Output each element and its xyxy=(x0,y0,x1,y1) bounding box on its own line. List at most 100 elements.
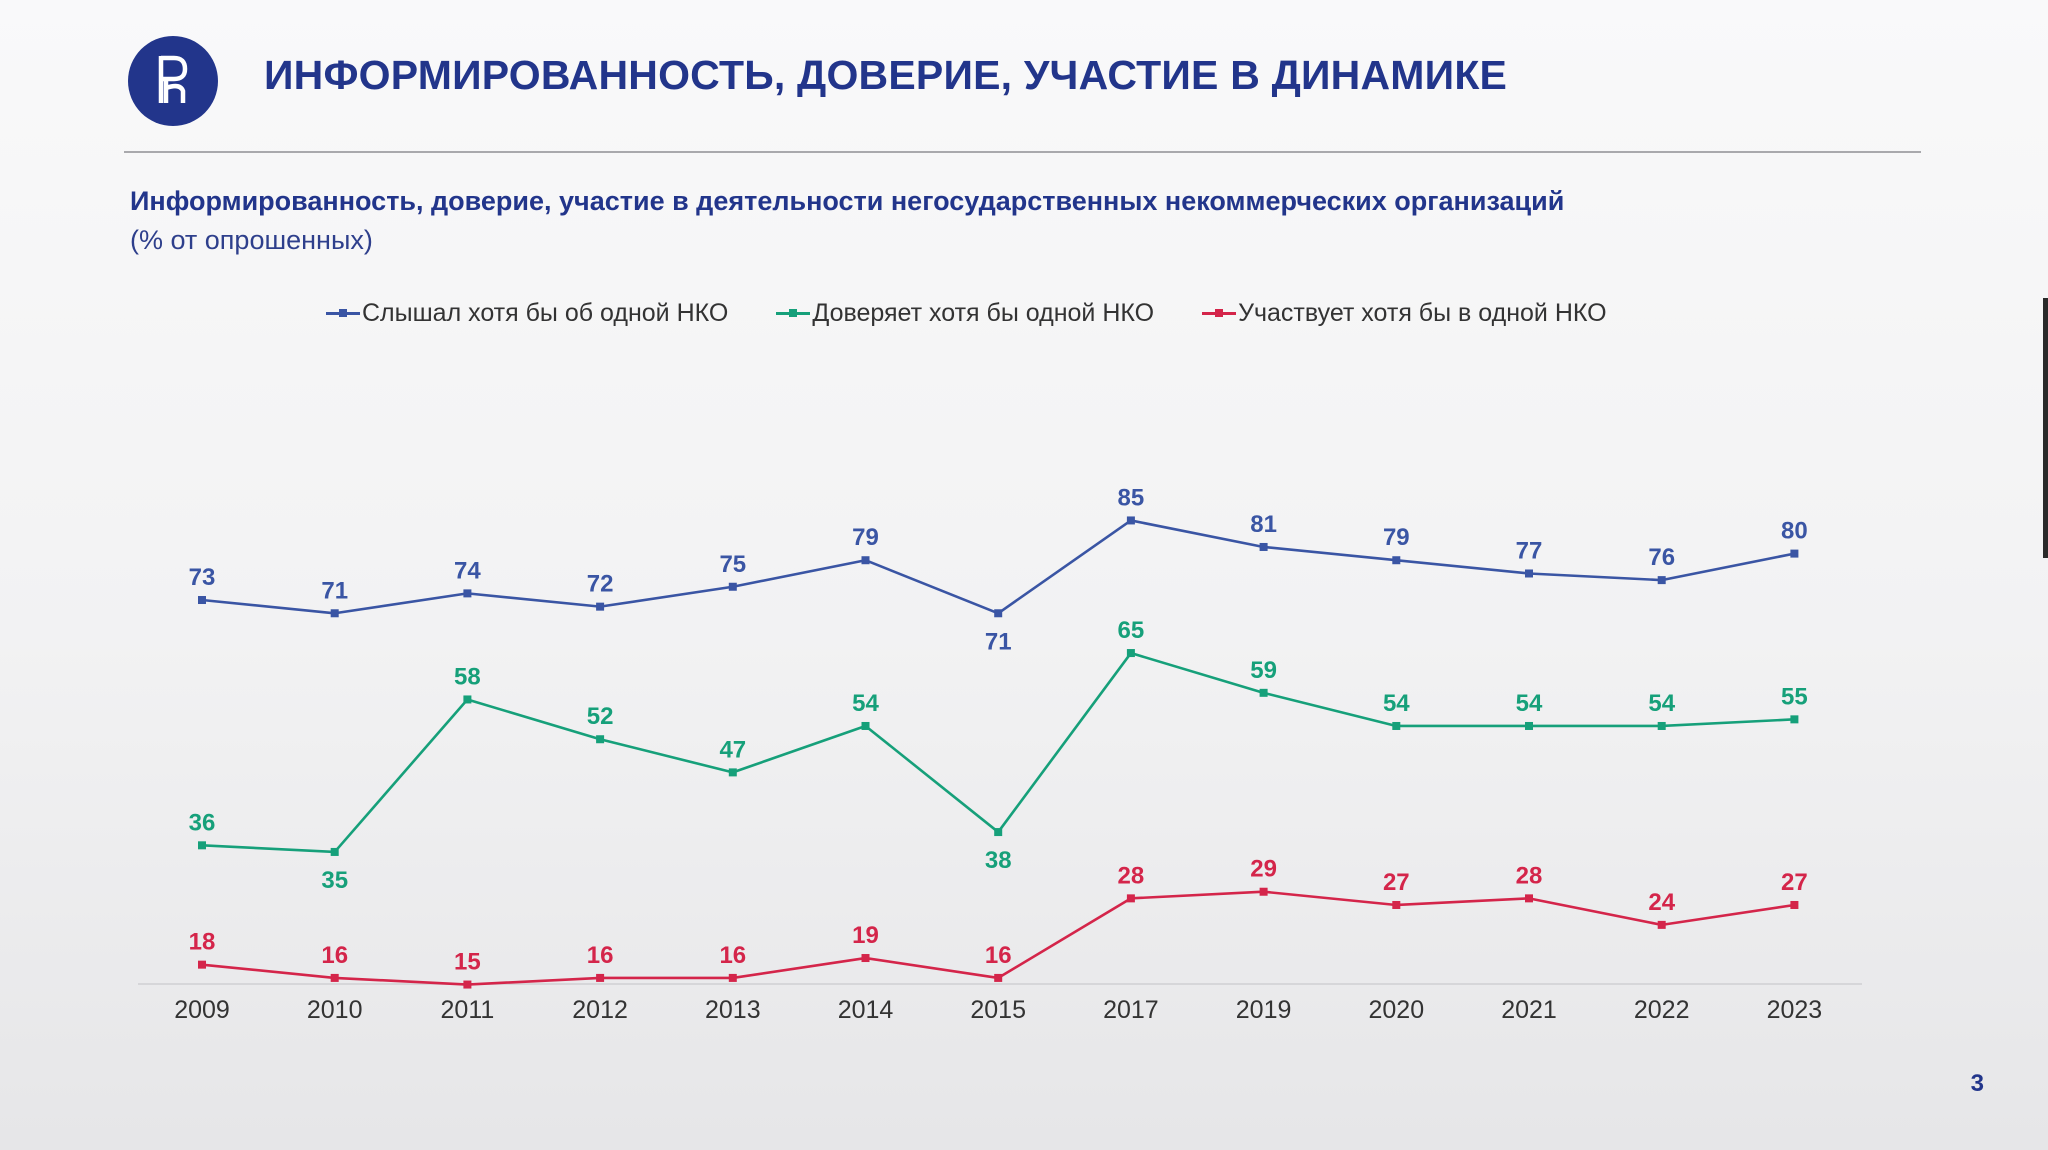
data-label: 54 xyxy=(1648,690,1675,717)
data-point xyxy=(463,695,472,704)
data-label: 24 xyxy=(1648,889,1675,916)
data-label: 58 xyxy=(454,663,481,690)
hse-university-logo-icon xyxy=(128,36,218,126)
legend-item-heard: Слышал хотя бы об одной НКО xyxy=(326,299,728,328)
chart-legend: Слышал хотя бы об одной НКО Доверяет хот… xyxy=(326,296,1655,330)
x-tick-label: 2020 xyxy=(1368,996,1424,1024)
data-point xyxy=(728,973,737,982)
data-point xyxy=(1259,542,1268,551)
data-point xyxy=(1790,715,1799,724)
data-label: 75 xyxy=(719,551,746,578)
page-number: 3 xyxy=(1970,1070,1984,1097)
data-label: 29 xyxy=(1250,856,1277,883)
data-point xyxy=(330,847,339,856)
legend-swatch-heard xyxy=(326,308,360,317)
data-point xyxy=(463,980,472,989)
legend-label-heard: Слышал хотя бы об одной НКО xyxy=(362,298,729,327)
data-point xyxy=(994,609,1003,618)
data-label: 47 xyxy=(719,736,746,763)
data-point xyxy=(198,960,206,969)
legend-item-participates: Участвует хотя бы в одной НКО xyxy=(1202,299,1607,328)
x-tick-label: 2015 xyxy=(970,996,1026,1024)
data-label: 52 xyxy=(587,703,614,730)
data-label: 19 xyxy=(852,922,879,949)
series-line xyxy=(201,651,1795,854)
data-label: 74 xyxy=(454,557,481,584)
data-point xyxy=(596,735,605,744)
data-point xyxy=(330,973,339,982)
legend-swatch-participates xyxy=(1202,308,1237,317)
data-label: 55 xyxy=(1781,683,1808,710)
data-point xyxy=(1657,721,1666,730)
data-point xyxy=(1392,556,1401,565)
data-point xyxy=(463,589,472,598)
data-point xyxy=(1392,900,1401,909)
window-scrollbar[interactable] xyxy=(2043,298,2048,558)
data-point xyxy=(198,841,206,850)
data-point xyxy=(1657,920,1666,929)
data-point xyxy=(1126,516,1135,525)
data-label: 71 xyxy=(321,577,348,604)
data-label: 16 xyxy=(321,942,348,969)
data-point xyxy=(994,973,1003,982)
data-label: 71 xyxy=(985,628,1012,655)
data-label: 18 xyxy=(189,929,216,956)
data-point xyxy=(1259,688,1268,697)
legend-label-trusts: Доверяет хотя бы одной НКО xyxy=(812,298,1155,327)
data-point xyxy=(1259,887,1268,896)
data-point xyxy=(1525,721,1533,730)
data-label: 16 xyxy=(587,942,614,969)
data-label: 76 xyxy=(1648,544,1675,571)
data-point xyxy=(728,768,737,777)
data-point xyxy=(994,828,1003,837)
data-label: 54 xyxy=(1383,690,1410,717)
x-tick-label: 2022 xyxy=(1634,996,1690,1024)
data-label: 28 xyxy=(1118,862,1145,889)
data-label: 54 xyxy=(852,690,879,717)
data-label: 35 xyxy=(321,867,348,894)
legend-label-participates: Участвует хотя бы в одной НКО xyxy=(1238,298,1607,327)
data-label: 73 xyxy=(189,564,216,591)
data-label: 79 xyxy=(1383,524,1410,551)
data-point xyxy=(861,556,870,565)
data-point xyxy=(861,954,870,963)
data-label: 27 xyxy=(1383,869,1410,896)
data-point xyxy=(728,582,737,591)
x-tick-label: 2013 xyxy=(705,996,761,1024)
chart-subtitle: (% от опрошенных) xyxy=(130,225,373,255)
data-label: 15 xyxy=(454,949,481,976)
data-label: 36 xyxy=(189,809,216,836)
data-label: 38 xyxy=(985,847,1012,874)
x-tick-label: 2010 xyxy=(307,996,363,1024)
x-tick-label: 2014 xyxy=(838,996,894,1024)
data-point xyxy=(1657,576,1666,585)
data-point xyxy=(596,973,605,982)
x-tick-label: 2023 xyxy=(1767,996,1823,1024)
data-label: 28 xyxy=(1516,862,1543,889)
data-point xyxy=(1126,649,1135,658)
data-label: 79 xyxy=(852,524,879,551)
data-label: 85 xyxy=(1118,484,1145,511)
chart-title: Информированность, доверие, участие в де… xyxy=(130,186,1565,216)
x-tick-label: 2011 xyxy=(441,996,495,1024)
series-line xyxy=(201,890,1795,986)
data-point xyxy=(1126,894,1135,903)
data-point xyxy=(198,596,206,605)
data-point xyxy=(596,602,605,611)
x-tick-label: 2012 xyxy=(572,996,628,1024)
data-label: 59 xyxy=(1250,657,1277,684)
data-label: 16 xyxy=(985,942,1012,969)
data-point xyxy=(861,721,870,730)
legend-swatch-trusts xyxy=(776,308,811,317)
data-label: 81 xyxy=(1250,511,1277,538)
data-label: 77 xyxy=(1516,537,1543,564)
data-point xyxy=(1790,549,1799,558)
data-label: 65 xyxy=(1118,617,1145,644)
title-divider xyxy=(124,151,1921,153)
data-label: 16 xyxy=(719,942,746,969)
data-point xyxy=(1525,569,1533,578)
x-tick-label: 2009 xyxy=(174,996,230,1024)
data-point xyxy=(330,609,339,618)
